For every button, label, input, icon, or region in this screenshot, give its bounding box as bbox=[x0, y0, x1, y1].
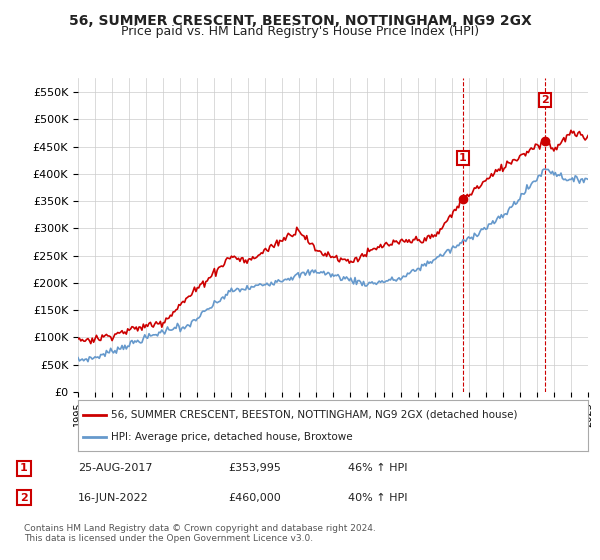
Text: Contains HM Land Registry data © Crown copyright and database right 2024.
This d: Contains HM Land Registry data © Crown c… bbox=[24, 524, 376, 543]
Text: 1: 1 bbox=[20, 463, 28, 473]
Text: 2: 2 bbox=[541, 95, 548, 105]
Text: 2: 2 bbox=[20, 493, 28, 503]
Text: HPI: Average price, detached house, Broxtowe: HPI: Average price, detached house, Brox… bbox=[111, 432, 353, 442]
Text: 46% ↑ HPI: 46% ↑ HPI bbox=[348, 463, 407, 473]
Text: 40% ↑ HPI: 40% ↑ HPI bbox=[348, 493, 407, 503]
Text: £353,995: £353,995 bbox=[228, 463, 281, 473]
Text: 25-AUG-2017: 25-AUG-2017 bbox=[78, 463, 152, 473]
Text: 1: 1 bbox=[459, 153, 467, 163]
Text: 56, SUMMER CRESCENT, BEESTON, NOTTINGHAM, NG9 2GX: 56, SUMMER CRESCENT, BEESTON, NOTTINGHAM… bbox=[68, 14, 532, 28]
Text: Price paid vs. HM Land Registry's House Price Index (HPI): Price paid vs. HM Land Registry's House … bbox=[121, 25, 479, 38]
Text: £460,000: £460,000 bbox=[228, 493, 281, 503]
Text: 56, SUMMER CRESCENT, BEESTON, NOTTINGHAM, NG9 2GX (detached house): 56, SUMMER CRESCENT, BEESTON, NOTTINGHAM… bbox=[111, 409, 518, 419]
Text: 16-JUN-2022: 16-JUN-2022 bbox=[78, 493, 149, 503]
